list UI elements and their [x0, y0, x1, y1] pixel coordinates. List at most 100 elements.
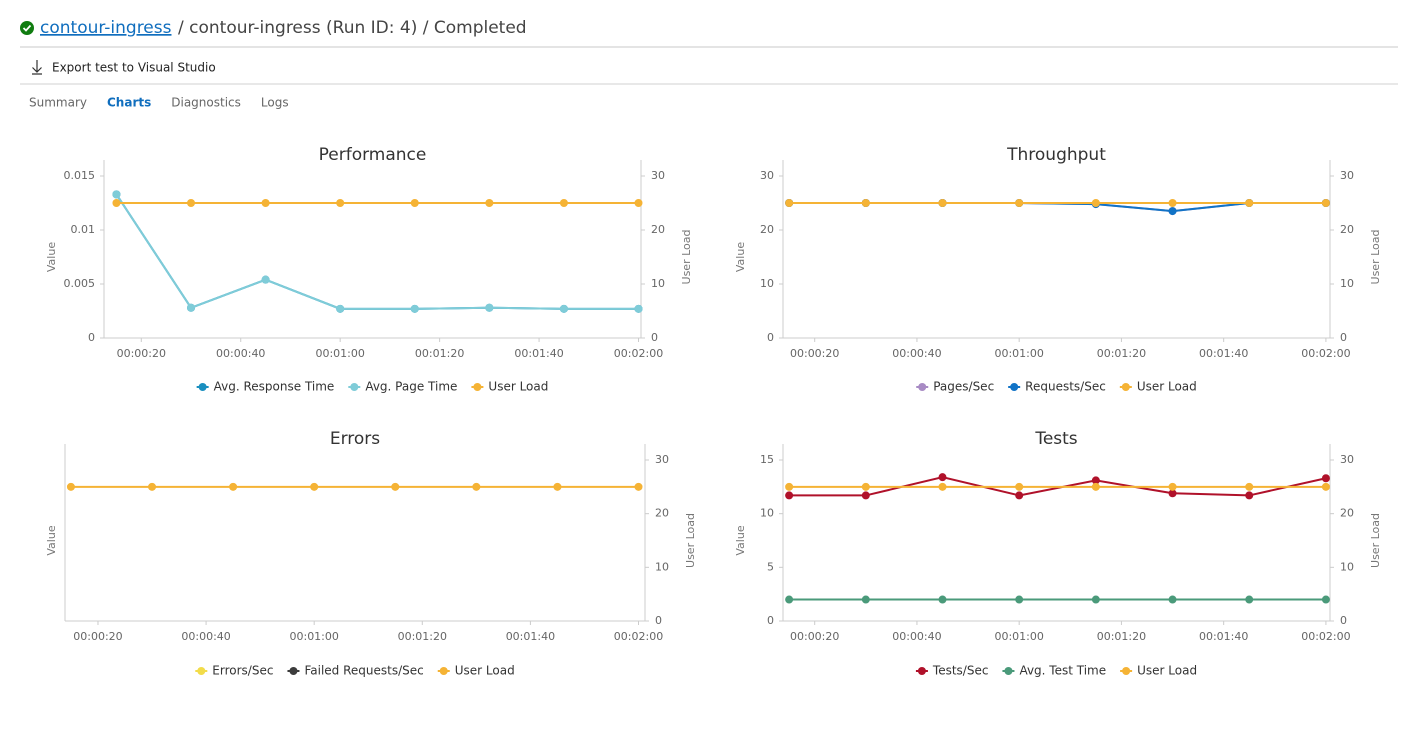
legend-marker [439, 667, 448, 675]
legend-label[interactable]: User Load [1137, 664, 1197, 678]
series-line [115, 193, 639, 310]
x-tick-label: 00:02:00 [614, 630, 663, 643]
data-point [112, 199, 121, 207]
chart-title: Tests [1034, 429, 1077, 449]
data-point [336, 304, 345, 313]
data-point [785, 199, 794, 207]
breadcrumb-title: / contour-ingress (Run ID: 4) / Complete… [178, 18, 527, 38]
legend-marker [350, 383, 359, 391]
data-point [1015, 595, 1024, 604]
data-point [1245, 199, 1254, 207]
y2-tick-label: 20 [655, 507, 669, 520]
x-tick-label: 00:01:20 [398, 630, 447, 643]
data-point [261, 199, 270, 207]
y-tick-label: 5 [767, 560, 774, 573]
tab[interactable]: Diagnostics [171, 96, 241, 110]
data-point [148, 482, 157, 491]
data-point [187, 199, 196, 207]
data-point [1245, 491, 1254, 500]
data-point [1091, 476, 1100, 485]
data-point [336, 199, 345, 207]
data-point [938, 595, 947, 604]
x-tick-label: 00:00:40 [892, 630, 941, 643]
data-point [410, 199, 419, 207]
data-point [391, 482, 400, 491]
legend-label[interactable]: Pages/Sec [933, 380, 994, 394]
y-tick-label: 15 [760, 453, 774, 466]
data-point [1321, 199, 1330, 207]
data-point [861, 199, 870, 207]
data-point [785, 491, 794, 500]
legend-label[interactable]: Requests/Sec [1025, 380, 1106, 394]
tab[interactable]: Logs [261, 96, 289, 110]
y2-tick-label: 20 [651, 223, 665, 236]
y2-axis-title: User Load [684, 513, 697, 568]
x-tick-label: 00:02:00 [1301, 347, 1350, 360]
legend-label[interactable]: Failed Requests/Sec [304, 664, 423, 678]
status-icon [20, 21, 34, 35]
data-point [553, 482, 562, 491]
series-line [789, 476, 1327, 497]
data-point [485, 303, 494, 312]
tab[interactable]: Summary [29, 96, 87, 110]
y-axis-title: Value [734, 525, 747, 555]
y2-axis-title: User Load [680, 230, 693, 285]
x-tick-label: 00:01:20 [1097, 347, 1146, 360]
x-tick-label: 00:00:40 [216, 347, 265, 360]
data-point [1015, 199, 1024, 207]
data-point [634, 304, 643, 313]
data-point [229, 482, 238, 491]
data-point [861, 595, 870, 604]
data-point [66, 482, 75, 491]
x-tick-label: 00:01:40 [514, 347, 563, 360]
data-point [1091, 595, 1100, 604]
breadcrumb-link[interactable]: contour-ingress [40, 18, 172, 38]
data-point [1091, 482, 1100, 491]
y2-tick-label: 10 [1340, 277, 1354, 290]
export-button[interactable]: Export test to Visual Studio [52, 61, 216, 75]
legend-marker [1122, 667, 1131, 675]
data-point [1321, 474, 1330, 483]
data-point [1168, 482, 1177, 491]
y-tick-label: 0 [767, 331, 774, 344]
y2-tick-label: 0 [1340, 331, 1347, 344]
y2-tick-label: 30 [651, 169, 665, 182]
x-tick-label: 00:01:00 [994, 347, 1043, 360]
legend-label[interactable]: User Load [1137, 380, 1197, 394]
legend-label[interactable]: Avg. Test Time [1019, 664, 1106, 678]
legend-label[interactable]: Errors/Sec [212, 664, 273, 678]
y2-tick-label: 30 [1340, 169, 1354, 182]
legend-label[interactable]: Tests/Sec [932, 664, 989, 678]
legend-marker [1121, 383, 1130, 391]
chart-title: Throughput [1006, 145, 1106, 165]
x-tick-label: 00:00:20 [73, 630, 122, 643]
legend-label[interactable]: Avg. Page Time [365, 380, 457, 394]
data-point [261, 275, 270, 284]
x-tick-label: 00:00:20 [117, 347, 166, 360]
data-point [785, 595, 794, 604]
y-axis-title: Value [734, 242, 747, 272]
data-point [112, 190, 121, 199]
data-point [1015, 482, 1024, 491]
data-point [1321, 595, 1330, 604]
series-line [789, 202, 1326, 213]
x-tick-label: 00:02:00 [1301, 630, 1350, 643]
legend-marker [197, 667, 206, 675]
data-point [559, 304, 568, 313]
y2-tick-label: 20 [1340, 507, 1354, 520]
legend-label[interactable]: Avg. Response Time [214, 380, 335, 394]
data-point [187, 303, 196, 312]
y-tick-label: 0.01 [71, 223, 96, 236]
legend-label[interactable]: User Load [488, 380, 548, 394]
y-axis-title: Value [45, 242, 58, 272]
y2-tick-label: 30 [1340, 453, 1354, 466]
x-tick-label: 00:00:40 [181, 630, 230, 643]
y2-tick-label: 0 [651, 331, 658, 344]
legend-marker [289, 667, 298, 675]
data-point [559, 199, 568, 207]
x-tick-label: 00:00:20 [790, 630, 839, 643]
tab[interactable]: Charts [107, 96, 151, 110]
data-point [1168, 199, 1177, 207]
check [22, 24, 32, 32]
legend-label[interactable]: User Load [455, 664, 515, 678]
